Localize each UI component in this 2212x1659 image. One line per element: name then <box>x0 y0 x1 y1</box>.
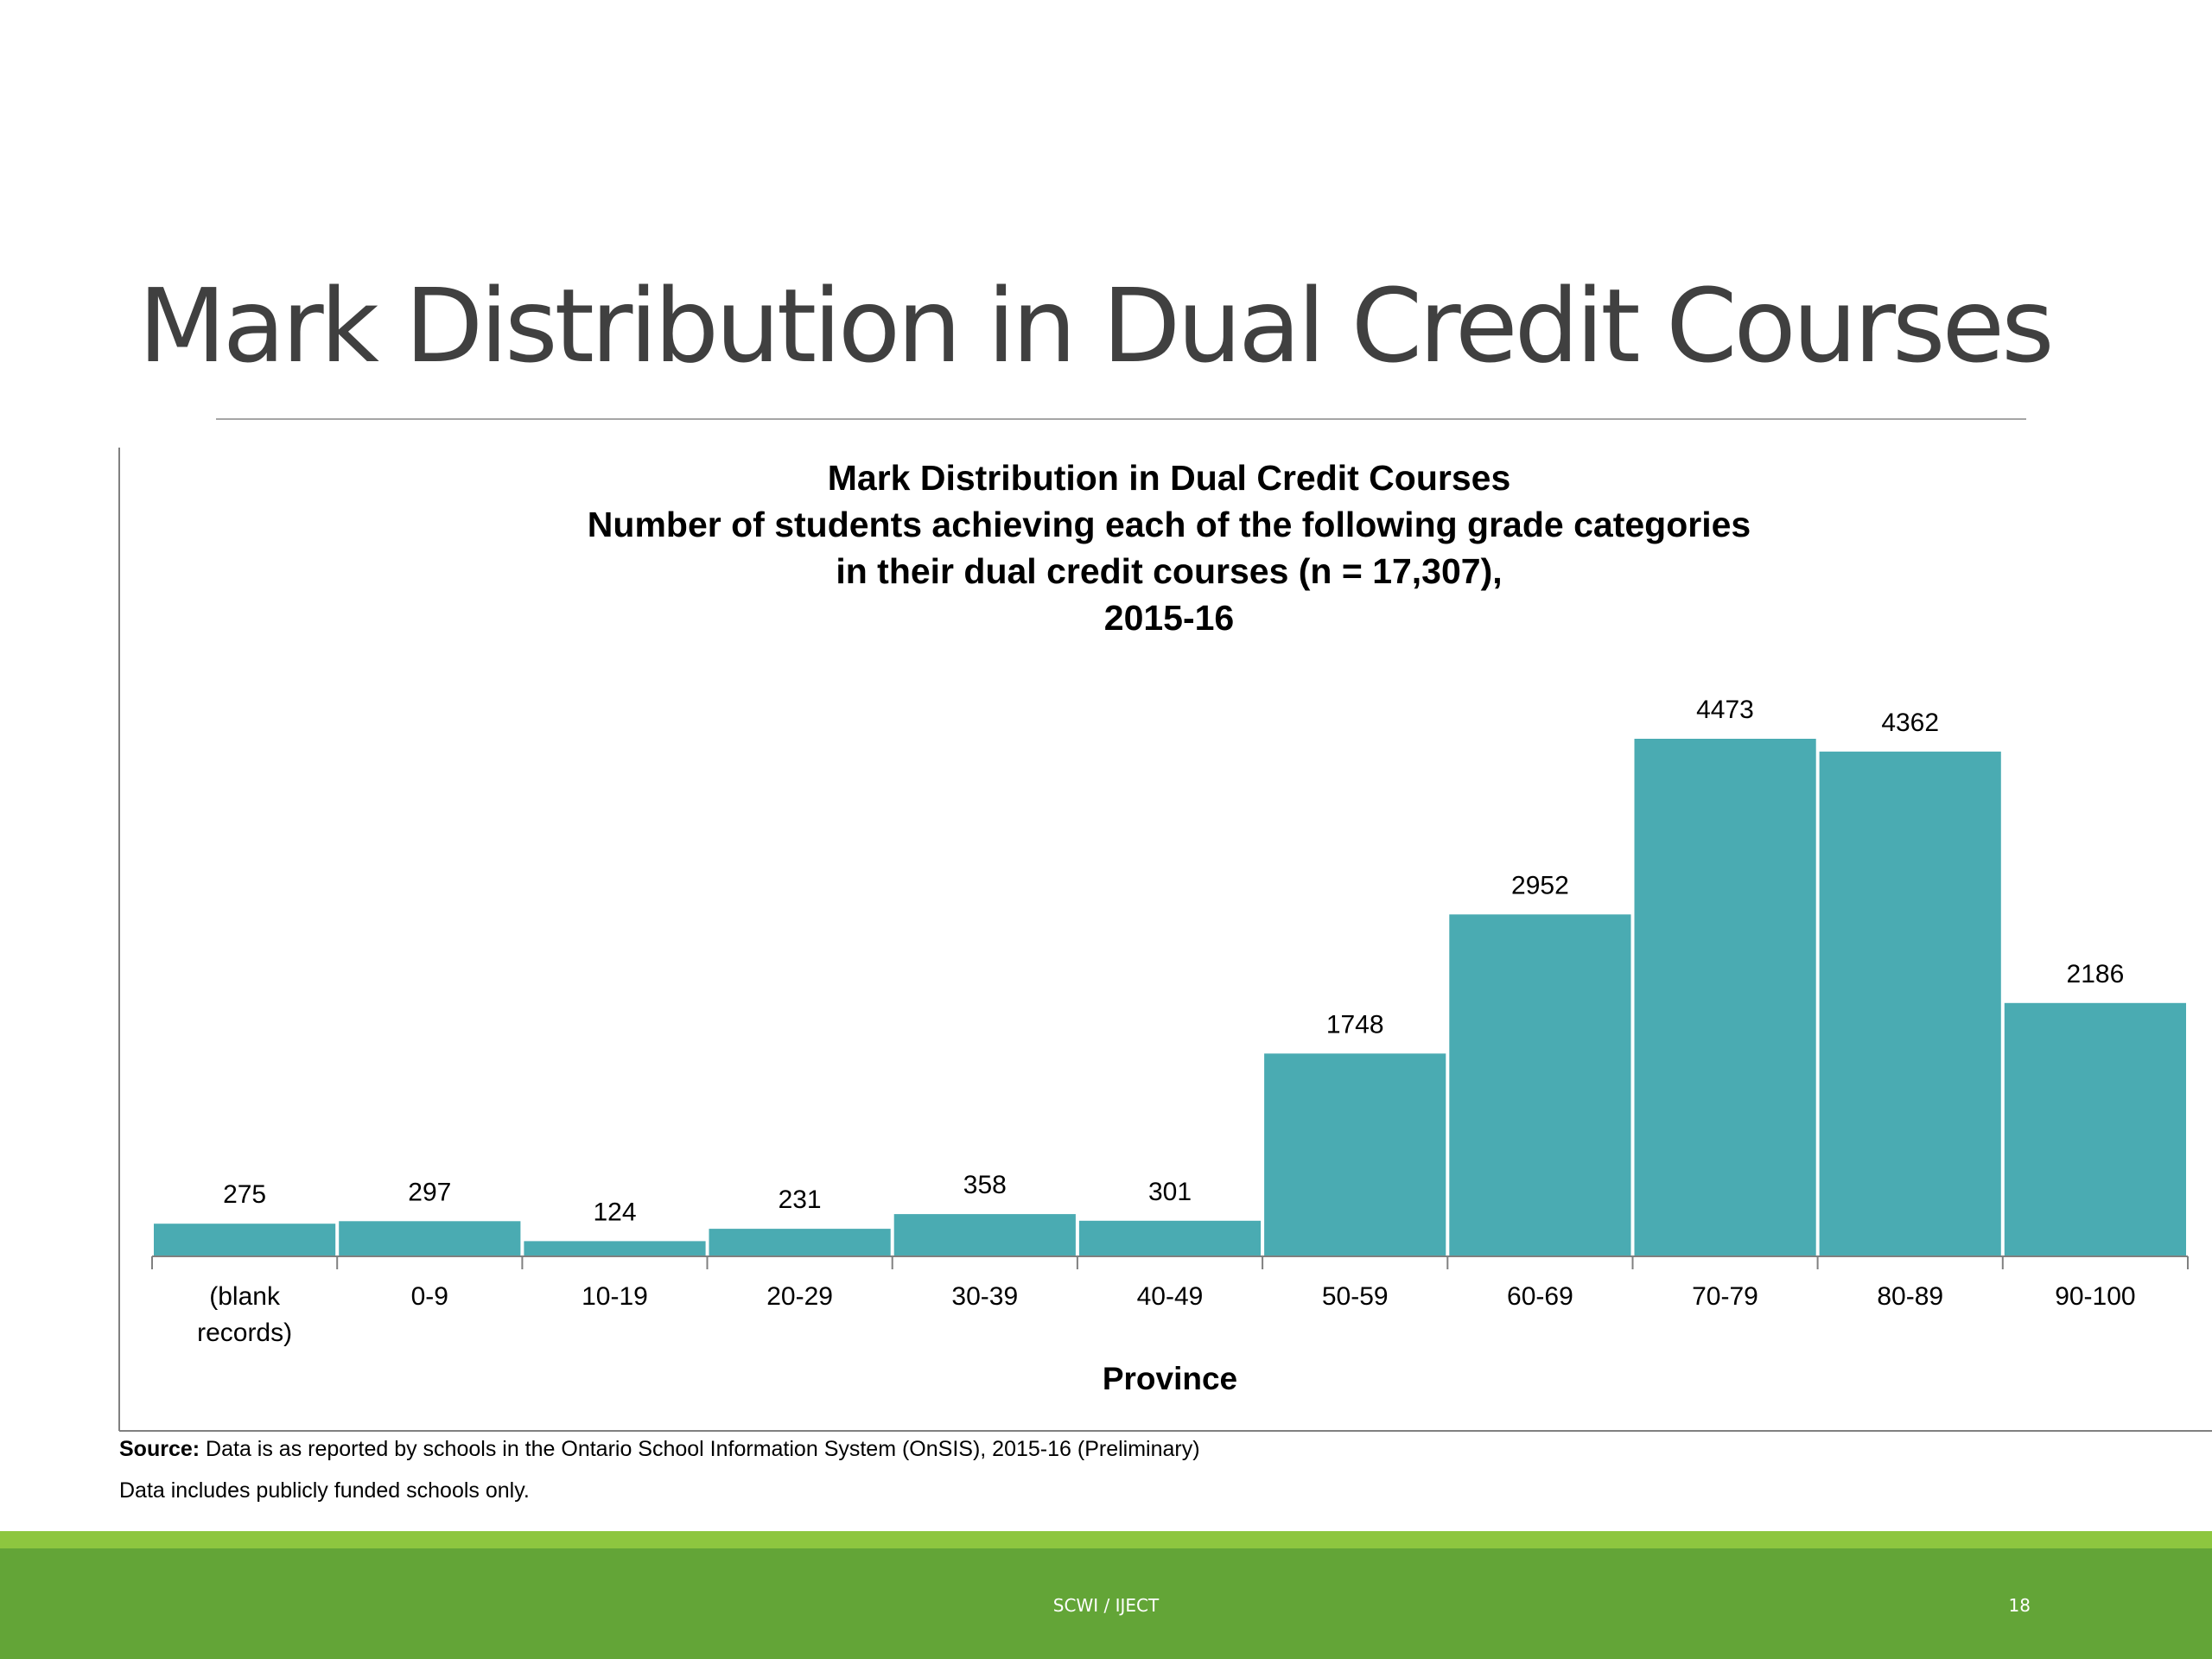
slide-number: 18 <box>2008 1595 2031 1616</box>
bar-90-100 <box>2004 1002 2186 1255</box>
chart-subtitle-line-1: Number of students achieving each of the… <box>587 505 1751 544</box>
x-axis-group: (blank records) 0-9 10-19 20-29 30-39 40-49 50-… <box>151 1255 2189 1347</box>
x-axis-title: Province <box>1103 1361 1237 1396</box>
bar-30-39 <box>893 1214 1076 1255</box>
chart-subtitle-line-3: 2015-16 <box>1103 598 1235 638</box>
x-tick-label: 70-79 <box>1692 1282 1758 1311</box>
bar-60-69 <box>1449 914 1631 1255</box>
bar-40-49 <box>1078 1220 1262 1255</box>
bar-80-89 <box>1819 751 2001 1255</box>
x-tick-label: 90-100 <box>2055 1282 2135 1311</box>
x-tick-label: 40-49 <box>1137 1282 1204 1311</box>
value-label: 301 <box>1148 1178 1192 1206</box>
x-tick-label: 60-69 <box>1507 1282 1573 1311</box>
bar-70-79 <box>1634 739 1816 1255</box>
x-tick-label: 80-89 <box>1877 1282 1943 1311</box>
source-text: Data is as reported by schools in the On… <box>200 1437 1200 1461</box>
source-label: Source: <box>119 1437 200 1461</box>
x-tick-label: 30-39 <box>951 1282 1018 1311</box>
value-label: 297 <box>408 1178 451 1206</box>
bar-0-9 <box>339 1221 521 1255</box>
bar-blank-records <box>154 1224 336 1255</box>
value-label: 4362 <box>1881 709 1939 737</box>
value-label: 275 <box>223 1180 266 1209</box>
x-tick-label: 0-9 <box>411 1282 448 1311</box>
value-labels-group: 275 297 124 231 358 301 1748 2952 4473 4362 2186 <box>223 696 2124 1226</box>
x-tick-label: 50-59 <box>1322 1282 1389 1311</box>
bars-group <box>154 739 2186 1255</box>
chart-title: Mark Distribution in Dual Credit Courses <box>827 458 1511 498</box>
value-label: 4473 <box>1696 696 1754 724</box>
data-note: Data includes publicly funded schools on… <box>119 1478 530 1503</box>
chart-subtitle-line-2: in their dual credit courses (n = 17,307… <box>836 551 1503 591</box>
source-note: Source: Data is as reported by schools i… <box>119 1437 1200 1462</box>
value-label: 2952 <box>1511 871 1569 899</box>
value-label: 2186 <box>2067 960 2125 988</box>
x-tick-label: (blank records) <box>197 1282 292 1347</box>
footer-text: SCWI / IJECT <box>1052 1595 1160 1616</box>
footer-bar <box>0 1548 2212 1659</box>
value-label: 358 <box>963 1171 1007 1199</box>
x-tick-label: 20-29 <box>766 1282 833 1311</box>
bar-50-59 <box>1264 1053 1446 1255</box>
bar-20-29 <box>709 1229 891 1255</box>
bar-10-19 <box>524 1241 706 1255</box>
title-divider <box>216 418 2026 420</box>
footer-accent-stripe <box>0 1531 2212 1548</box>
value-label: 231 <box>779 1185 822 1214</box>
slide-title: Mark Distribution in Dual Credit Courses <box>138 266 2055 385</box>
x-tick-label: 10-19 <box>582 1282 648 1311</box>
value-label: 124 <box>593 1198 636 1226</box>
value-label: 1748 <box>1326 1010 1384 1039</box>
